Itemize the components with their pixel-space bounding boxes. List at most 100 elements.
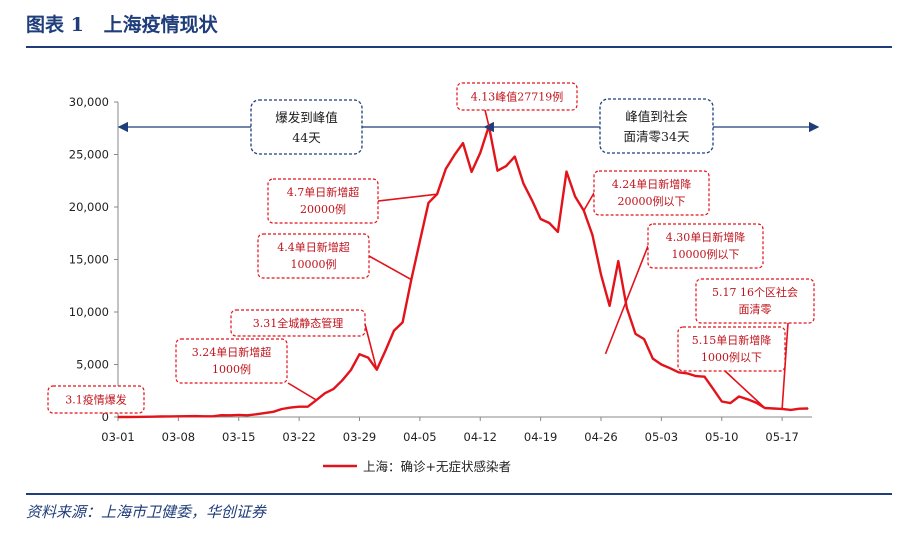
data-point <box>427 202 430 204</box>
data-point <box>255 413 257 415</box>
data-point <box>126 416 128 418</box>
legend-label: 上海：确诊+无症状感染者 <box>363 459 511 474</box>
data-point <box>238 414 240 416</box>
annotation-label: 20000例 <box>300 202 346 216</box>
data-point <box>229 414 231 416</box>
annotation-leader <box>604 245 649 355</box>
data-point <box>807 407 809 410</box>
top-rule <box>26 46 892 48</box>
data-point <box>212 415 214 417</box>
data-point <box>634 333 637 335</box>
data-point <box>548 222 550 224</box>
data-point <box>462 142 464 144</box>
data-point <box>479 152 481 154</box>
data-point <box>747 398 749 400</box>
data-point <box>358 353 361 355</box>
annotation-box <box>647 223 764 269</box>
data-point <box>600 273 602 276</box>
data-point <box>695 375 697 377</box>
x-tick-label: 05-03 <box>645 430 678 444</box>
x-tick-label: 03-22 <box>282 430 315 444</box>
annotation-label: 4.30单日新增降 <box>666 230 746 244</box>
data-point <box>264 412 266 414</box>
annotation-leader <box>583 192 595 212</box>
data-point <box>471 171 473 173</box>
annotation-label: 10000例以下 <box>672 247 740 261</box>
data-point <box>790 409 792 411</box>
data-point <box>393 330 395 332</box>
annotation-label: 4.7单日新增超 <box>287 185 360 199</box>
data-point <box>160 415 162 418</box>
data-point <box>402 321 404 324</box>
figure-title: 图表 1 上海疫情现状 <box>26 14 218 36</box>
annotation-box <box>695 278 815 324</box>
data-point <box>798 408 800 410</box>
annotation-label: 5.17 16个区社会 <box>712 285 798 299</box>
data-point <box>307 406 309 408</box>
data-point <box>721 400 723 403</box>
annotation-label: 面清零 <box>739 303 772 316</box>
annotation-label: 3.31全城静态管理 <box>253 316 344 330</box>
annotation-box <box>677 326 786 372</box>
annotation-label: 4.4单日新增超 <box>277 240 350 254</box>
data-point <box>384 350 386 352</box>
annotation-label: 1000例以下 <box>701 350 762 364</box>
annotation-label: 3.1疫情爆发 <box>65 393 127 407</box>
data-point <box>652 358 654 360</box>
data-point <box>117 416 119 418</box>
data-point <box>445 168 447 170</box>
data-point <box>341 379 343 381</box>
annotation-leader <box>724 370 766 409</box>
x-tick-label: 03-08 <box>162 430 195 444</box>
data-point <box>195 415 197 417</box>
y-tick-label: 20,000 <box>69 200 109 214</box>
annotation-box <box>230 309 366 337</box>
data-point <box>531 199 533 201</box>
annotation-leader <box>368 255 412 281</box>
data-point <box>669 367 671 369</box>
data-point <box>591 234 593 236</box>
data-point <box>333 388 335 390</box>
data-point <box>169 415 171 418</box>
annotation-box <box>593 170 710 216</box>
source-note: 资料来源：上海市卫健委，华创证券 <box>26 503 267 521</box>
span-box <box>250 99 363 155</box>
data-point <box>324 392 326 394</box>
data-point <box>626 307 628 309</box>
annotation-label: 4.24单日新增降 <box>612 177 692 191</box>
x-tick-label: 04-19 <box>524 430 557 444</box>
y-tick-label: 25,000 <box>69 148 109 162</box>
span-label: 峰值到社会 <box>625 109 688 124</box>
annotation-box <box>175 338 288 384</box>
data-point <box>514 156 516 158</box>
data-point <box>177 415 179 417</box>
y-tick-label: 5,000 <box>76 358 109 372</box>
data-point <box>574 195 576 198</box>
data-point <box>660 363 662 366</box>
data-point <box>557 231 559 233</box>
data-point <box>678 371 680 373</box>
bottom-rule <box>26 493 892 495</box>
data-point <box>565 171 568 173</box>
data-point <box>143 416 145 418</box>
x-tick-label: 05-10 <box>705 430 738 444</box>
annotation-label: 10000例 <box>291 257 337 271</box>
x-tick-label: 03-15 <box>222 430 255 444</box>
y-tick-label: 0 <box>102 410 109 424</box>
span-box <box>599 98 714 154</box>
annotation-box <box>267 178 379 224</box>
data-point <box>298 406 300 408</box>
data-point <box>738 395 740 398</box>
x-tick-label: 04-12 <box>464 430 497 444</box>
data-point <box>496 170 499 172</box>
x-tick-label: 03-01 <box>101 430 134 444</box>
data-point <box>686 372 688 374</box>
annotation-label: 1000例 <box>212 362 251 376</box>
data-point <box>712 388 714 390</box>
span-label: 面清零34天 <box>624 129 690 144</box>
span-label: 44天 <box>292 130 321 145</box>
data-point <box>186 415 188 417</box>
data-point <box>522 182 524 184</box>
annotation-leader <box>781 322 789 409</box>
data-point <box>729 402 731 404</box>
